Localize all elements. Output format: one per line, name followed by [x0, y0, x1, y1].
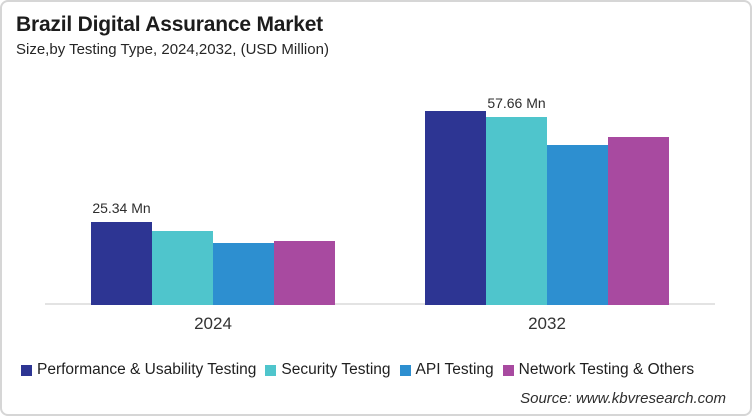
- legend-item-network-testing-others: Network Testing & Others: [502, 361, 695, 379]
- bar-2024-performance-usability-testing: [91, 222, 152, 305]
- bar-2024-network-testing-others: [274, 241, 335, 305]
- legend-swatch-security-testing: [265, 364, 277, 376]
- data-label: 57.66 Mn: [487, 95, 546, 112]
- x-axis-line: [45, 303, 715, 305]
- bar-2032-api-testing: [547, 144, 608, 305]
- x-axis-label-2024: 2024: [194, 314, 232, 333]
- chart-title: Brazil Digital Assurance Market: [16, 13, 323, 36]
- legend-label: Security Testing: [281, 361, 391, 378]
- legend-swatch-network-testing-others: [502, 364, 514, 376]
- legend-item-performance-usability-testing: Performance & Usability Testing: [21, 361, 256, 379]
- bar-2024-api-testing: [213, 243, 274, 305]
- bar-2032-network-testing-others: [608, 137, 669, 305]
- data-label: 25.34 Mn: [92, 200, 151, 217]
- legend-swatch-api-testing: [399, 364, 411, 376]
- legend-item-api-testing: API Testing: [399, 361, 494, 379]
- bar-2024-security-testing: [152, 230, 213, 305]
- legend-swatch-performance-usability-testing: [21, 364, 32, 376]
- x-axis-label-2032: 2032: [528, 314, 566, 333]
- legend-label: Network Testing & Others: [518, 361, 695, 378]
- legend-item-security-testing: Security Testing: [265, 361, 391, 379]
- source-attribution: Source: www.kbvresearch.com: [520, 390, 726, 407]
- bar-2032-performance-usability-testing: [425, 111, 486, 305]
- legend-label: API Testing: [415, 361, 494, 378]
- chart-subtitle: Size,by Testing Type, 2024,2032, (USD Mi…: [16, 41, 329, 58]
- bar-2032-security-testing: [486, 117, 547, 305]
- legend: Performance & Usability Testing Security …: [21, 361, 694, 379]
- legend-label: Performance & Usability Testing: [37, 361, 257, 378]
